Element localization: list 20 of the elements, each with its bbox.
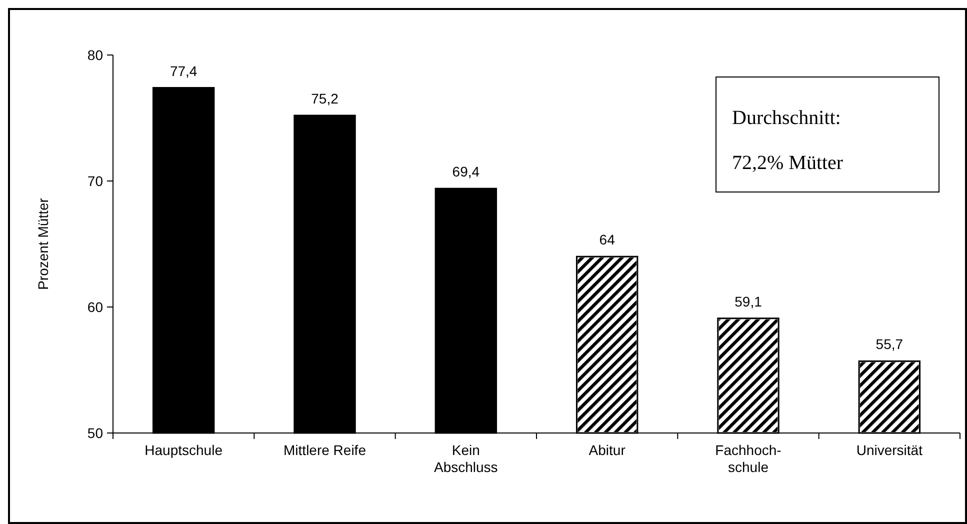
data-label: 55,7 bbox=[876, 336, 904, 352]
y-tick-label: 70 bbox=[87, 172, 104, 189]
data-label: 75,2 bbox=[311, 90, 339, 106]
x-tick-label: Fachhoch- schule bbox=[715, 442, 782, 475]
y-tick-label: 80 bbox=[87, 46, 104, 63]
data-label: 64 bbox=[599, 232, 616, 248]
x-tick-label: Hauptschule bbox=[144, 442, 223, 458]
data-label: 69,4 bbox=[452, 164, 480, 180]
annotation: 72,2% Mütter bbox=[732, 152, 844, 174]
data-label: 77,4 bbox=[170, 62, 198, 79]
annotation: Durchschnitt: bbox=[732, 107, 841, 129]
x-tick-label: Kein Abschluss bbox=[434, 442, 498, 475]
y-axis-title: Prozent Mütter bbox=[35, 198, 51, 290]
data-label: 59,1 bbox=[734, 293, 762, 310]
y-tick-label: 60 bbox=[87, 298, 104, 315]
x-tick-label: Abitur bbox=[588, 442, 626, 458]
y-tick-label: 50 bbox=[87, 424, 104, 441]
x-tick-label: Universität bbox=[856, 442, 923, 458]
x-tick-label: Mittlere Reife bbox=[284, 442, 366, 458]
text-box: Durchschnitt: 72,2% Mütter bbox=[716, 76, 940, 192]
